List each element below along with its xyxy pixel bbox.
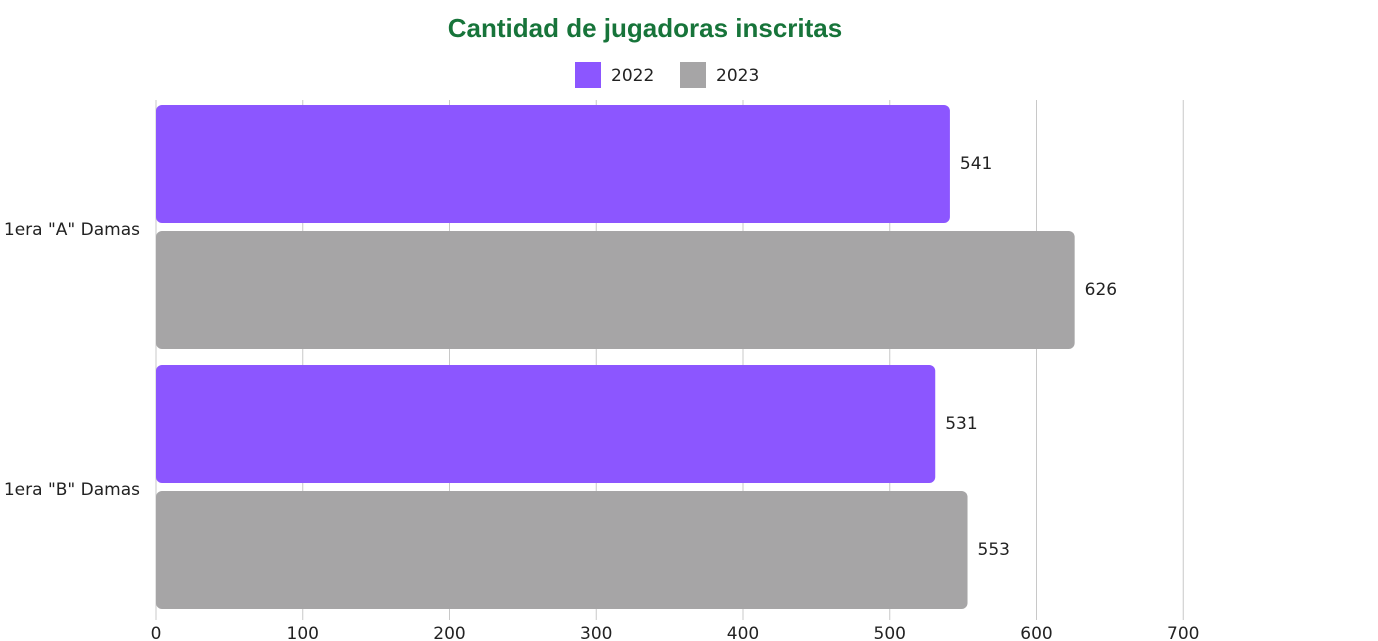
value-label: 531	[945, 414, 977, 434]
value-label: 553	[978, 540, 1010, 560]
x-tick-label: 600	[1020, 624, 1052, 641]
bar	[156, 105, 950, 223]
chart: Cantidad de jugadoras inscritas 0 100 200 3…	[0, 0, 1378, 641]
bar	[156, 491, 968, 609]
x-tick-label: 300	[580, 624, 612, 641]
x-tick-label: 100	[287, 624, 319, 641]
legend-swatch	[575, 62, 601, 88]
y-tick-label: 1era "B" Damas	[4, 480, 140, 500]
x-tick-label: 700	[1167, 624, 1199, 641]
x-tick-label: 200	[433, 624, 465, 641]
legend-swatch	[680, 62, 706, 88]
value-label: 541	[960, 154, 992, 174]
y-tick-label: 1era "A" Damas	[4, 220, 140, 240]
bar	[156, 231, 1075, 349]
value-label: 626	[1085, 280, 1117, 300]
bar	[156, 365, 935, 483]
x-tick-label: 500	[874, 624, 906, 641]
chart-title: Cantidad de jugadoras inscritas	[448, 13, 842, 43]
x-tick-label: 400	[727, 624, 759, 641]
x-tick-label: 0	[151, 624, 162, 641]
legend-label: 2023	[716, 66, 759, 86]
legend-label: 2022	[611, 66, 654, 86]
